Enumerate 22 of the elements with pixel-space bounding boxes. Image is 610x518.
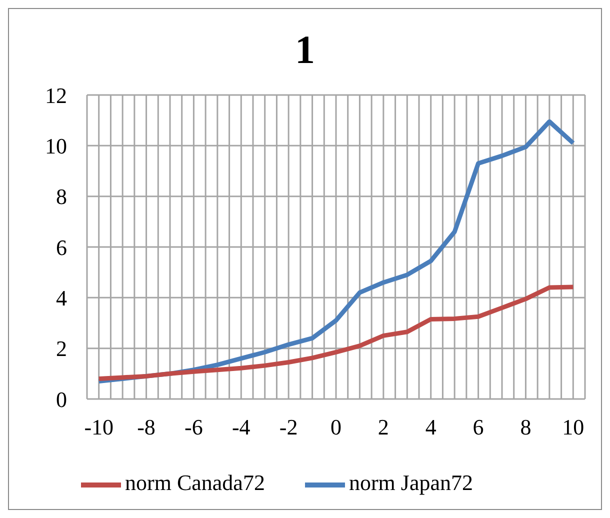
y-tick-label: 10 (45, 133, 67, 158)
x-tick-label: -4 (232, 414, 250, 440)
y-tick-label: 4 (56, 285, 67, 310)
x-tick-label: -2 (279, 414, 298, 440)
x-tick-label: 6 (472, 414, 484, 440)
x-tick-label: 0 (330, 414, 342, 440)
line-series (96, 284, 576, 381)
x-tick-label: 10 (562, 414, 584, 440)
chart-title: 1 (294, 26, 316, 74)
y-tick-label: 8 (56, 184, 67, 210)
y-tick-label: 6 (56, 234, 67, 260)
legend-label: norm Canada72 (125, 470, 265, 496)
x-tick-label: 8 (520, 414, 532, 440)
legend-label: norm Japan72 (348, 470, 473, 496)
x-tick-label: 4 (425, 414, 436, 440)
x-tick-label: -10 (84, 414, 114, 440)
x-tick-label: -6 (184, 414, 203, 440)
y-tick-label: 0 (56, 386, 67, 412)
y-tick-label: 2 (56, 336, 67, 362)
x-tick-label: -8 (137, 414, 156, 440)
x-tick-label: 2 (378, 414, 389, 440)
y-tick-label: 12 (45, 82, 67, 108)
